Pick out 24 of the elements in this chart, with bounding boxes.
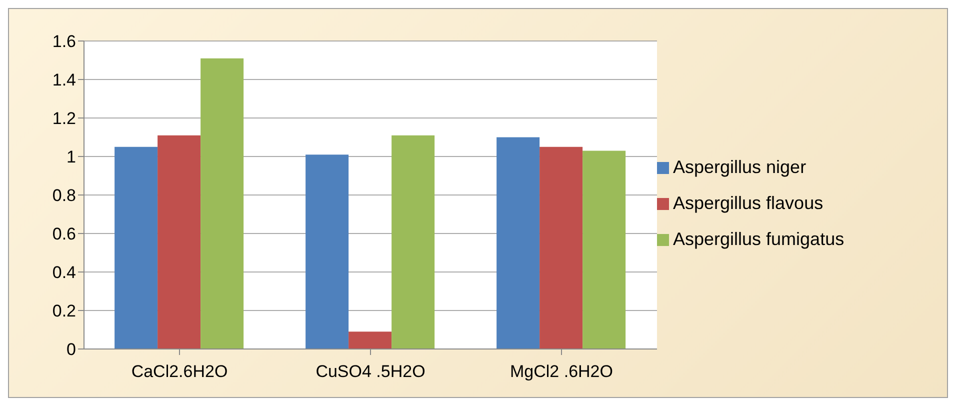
x-tick-label: CuSO4 .5H2O [316, 362, 426, 382]
bar [348, 332, 392, 349]
bar [582, 150, 626, 349]
legend-label: Aspergillus niger [673, 157, 806, 177]
bar [158, 135, 201, 349]
bar [540, 146, 583, 349]
y-tick-label: 0.6 [52, 224, 76, 244]
y-tick-label: 0.2 [52, 302, 76, 321]
y-tick-label: 1.6 [52, 32, 76, 52]
x-tick-label: CaCl2.6H2O [131, 362, 228, 382]
y-tick-label: 0.4 [52, 263, 76, 282]
y-tick-label: 1 [66, 148, 76, 167]
legend-label: Aspergillus fumigatus [673, 229, 844, 249]
y-tick-label: 0.8 [52, 186, 76, 206]
bar [496, 137, 540, 349]
y-tick-label: 1.2 [52, 109, 76, 128]
x-tick-label: MgCl2 .6H2O [510, 362, 613, 382]
legend-label: Aspergillus flavous [673, 193, 824, 213]
bar [306, 154, 349, 349]
y-tick-label: 1.4 [52, 70, 76, 90]
bar [200, 58, 244, 349]
bar [114, 146, 158, 349]
y-tick-label: 0 [66, 340, 76, 360]
bar [392, 135, 435, 349]
